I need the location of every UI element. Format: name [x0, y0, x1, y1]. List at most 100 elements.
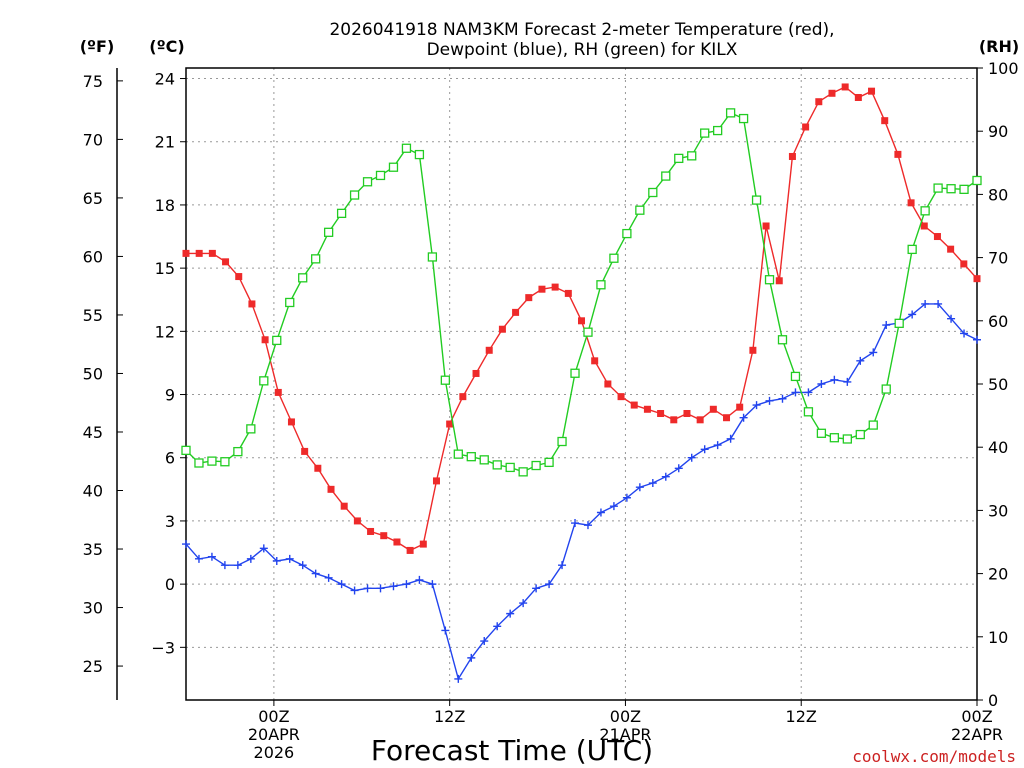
rh-point: [311, 254, 321, 264]
dewpoint-point: [908, 310, 917, 319]
rh-line: [185, 112, 978, 473]
rh-point: [531, 460, 541, 471]
temperature-point: [749, 346, 757, 354]
rh-point: [648, 187, 658, 198]
temperature-point: [498, 325, 506, 333]
dewpoint-point: [739, 413, 748, 422]
dewpoint-point: [324, 573, 333, 582]
fahrenheit-tick-label: 50: [83, 364, 103, 383]
celsius-tick-label: 24: [155, 70, 175, 89]
dewpoint-point: [415, 575, 424, 584]
rh-point: [246, 424, 256, 434]
rh-point: [583, 327, 593, 337]
dewpoint-point: [674, 464, 683, 473]
temperature-point: [854, 93, 862, 101]
dewpoint-point: [376, 584, 385, 593]
temperature-point: [274, 388, 282, 396]
temperature-point: [788, 152, 796, 160]
rh-point: [557, 436, 567, 447]
rh-tick-label: 100: [988, 59, 1019, 78]
rh-point: [272, 335, 282, 346]
rh-point: [518, 467, 528, 477]
celsius-tick-label: 21: [155, 133, 175, 152]
dewpoint-point: [350, 586, 359, 595]
grid-lines: [186, 68, 978, 700]
axes: 24211815129630−3757065605550454035302510…: [83, 59, 1019, 762]
rh-point: [285, 297, 295, 308]
rh-point: [596, 280, 606, 290]
rh-point: [349, 190, 360, 200]
dewpoint-point: [311, 569, 320, 578]
dewpoint-point: [661, 472, 670, 481]
rh-point: [713, 125, 723, 136]
rh-tick-label: 40: [988, 438, 1008, 457]
fahrenheit-tick-label: 35: [83, 540, 103, 559]
rh-point: [661, 171, 671, 181]
temperature-point: [643, 405, 651, 413]
dewpoint-point: [558, 561, 567, 570]
x-tick-label: 22APR: [951, 725, 1003, 744]
temperature-point: [261, 336, 269, 344]
temperature-point: [960, 260, 968, 268]
rh-point: [687, 151, 697, 161]
x-tick-label: 00Z: [610, 707, 641, 726]
rh-point: [959, 184, 969, 194]
dewpoint-point: [752, 401, 761, 410]
temperature-point: [947, 245, 955, 253]
rh-point: [194, 458, 204, 468]
rh-point: [233, 446, 243, 457]
temperature-point: [933, 233, 941, 241]
plot-frame: [185, 67, 978, 701]
dewpoint-point: [298, 561, 307, 570]
dewpoint-point: [791, 388, 800, 397]
rh-point: [544, 457, 554, 468]
dewpoint-point: [778, 394, 787, 403]
rh-point: [323, 227, 334, 237]
dewpoint-point: [337, 580, 346, 589]
dewpoint-point: [389, 582, 398, 591]
rh-tick-label: 0: [988, 691, 998, 710]
temperature-point: [907, 199, 915, 207]
temperature-point: [604, 380, 612, 388]
dewpoint-point: [519, 599, 528, 608]
temperature-point: [525, 294, 533, 302]
dewpoint-point: [635, 483, 644, 492]
temperature-point: [578, 317, 585, 325]
temperature-point: [301, 447, 309, 455]
rh-point: [907, 244, 917, 255]
rh-point: [868, 420, 878, 430]
temperature-point: [222, 258, 230, 266]
celsius-tick-label: −3: [151, 638, 175, 657]
fahrenheit-tick-label: 65: [83, 189, 103, 208]
temperature-point: [195, 249, 203, 257]
temperature-point: [380, 532, 388, 540]
rh-point: [622, 228, 632, 239]
celsius-tick-label: 3: [165, 512, 175, 531]
dewpoint-point: [233, 561, 242, 570]
fahrenheit-tick-label: 70: [83, 130, 103, 149]
temperature-point: [287, 418, 295, 426]
rh-point: [829, 433, 840, 443]
dewpoint-point: [882, 321, 891, 330]
credit-text: coolwx.com/models: [852, 747, 1016, 766]
temperature-point: [406, 546, 414, 554]
dewpoint-point: [843, 377, 852, 386]
rh-point: [751, 195, 762, 205]
rh-point: [375, 170, 386, 181]
dewpoint-point: [596, 508, 605, 517]
dewpoint-point: [285, 554, 294, 563]
rh-tick-label: 60: [988, 312, 1008, 331]
rh-point: [259, 376, 269, 386]
temperature-point: [591, 357, 599, 365]
rh-point: [220, 457, 230, 467]
dewpoint-point: [700, 445, 709, 454]
rh-point: [635, 205, 645, 215]
rh-tick-label: 50: [988, 375, 1008, 394]
celsius-tick-label: 6: [165, 449, 175, 468]
rh-point: [609, 253, 619, 263]
dewpoint-point: [506, 609, 515, 618]
temperature-point: [723, 414, 731, 422]
dewpoint-point: [934, 299, 943, 308]
temperature-point: [564, 289, 572, 297]
